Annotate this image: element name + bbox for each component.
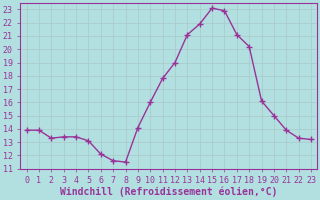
- X-axis label: Windchill (Refroidissement éolien,°C): Windchill (Refroidissement éolien,°C): [60, 187, 277, 197]
